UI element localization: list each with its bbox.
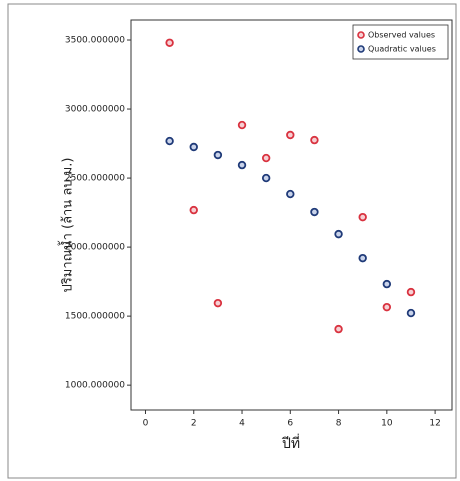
point (310, 207, 319, 217)
y-tick-label: 1500.000000 (65, 312, 125, 322)
point (406, 287, 416, 297)
point (237, 120, 247, 130)
plot-area (130, 19, 453, 411)
point (261, 173, 271, 183)
point (165, 136, 174, 146)
legend-marker (357, 45, 365, 53)
y-axis-label: ปริมาณน้ำ (ล้าน ลบ.ม.) (58, 158, 76, 293)
point (358, 212, 367, 222)
legend-box (352, 24, 449, 60)
x-axis-label: ปีที่ (281, 434, 300, 452)
point (310, 135, 319, 145)
x-tick-label: 6 (287, 419, 293, 429)
point (213, 298, 223, 308)
point (286, 189, 295, 199)
point (406, 308, 416, 318)
point (334, 324, 343, 334)
x-tick-label: 12 (429, 419, 440, 429)
x-tick-label: 8 (336, 419, 342, 429)
point (213, 150, 223, 160)
point (165, 38, 174, 47)
legend-label: Observed values (368, 31, 435, 40)
point (286, 130, 295, 140)
point (189, 205, 198, 215)
point (334, 229, 343, 239)
point (358, 253, 367, 263)
y-tick-label: 2500.000000 (65, 174, 125, 184)
x-tick-label: 2 (191, 419, 197, 429)
point (382, 302, 392, 312)
x-tick-label: 4 (239, 419, 245, 429)
x-tick-label: 0 (143, 419, 149, 429)
legend-label: Quadratic values (368, 45, 436, 54)
figure-frame (7, 3, 457, 479)
legend-marker (357, 31, 365, 39)
y-tick-label: 3000.000000 (65, 105, 125, 115)
y-tick-label: 2000.000000 (65, 243, 125, 253)
point (261, 153, 271, 163)
point (189, 142, 198, 152)
y-tick-label: 1000.000000 (65, 381, 125, 391)
y-tick-label: 3500.000000 (65, 36, 125, 46)
x-tick-label: 10 (381, 419, 393, 429)
point (382, 279, 392, 289)
point (237, 160, 247, 170)
